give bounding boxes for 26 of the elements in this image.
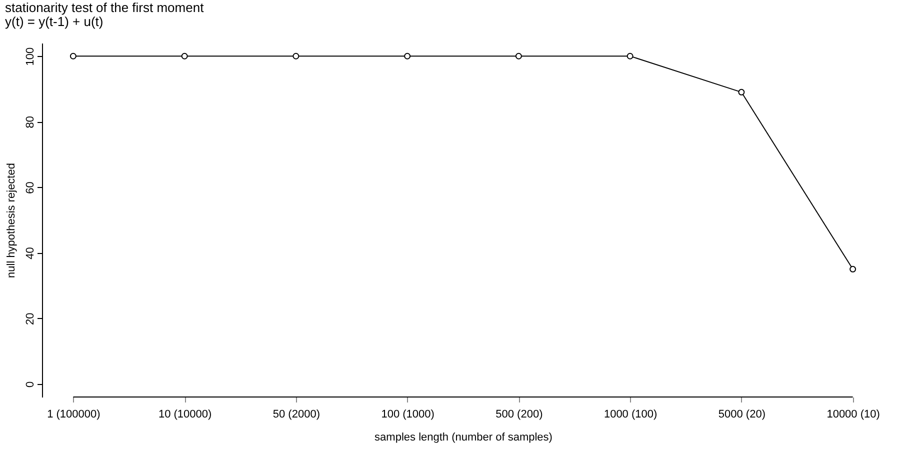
point: [70, 52, 76, 60]
x-tick-label: 10000 (10): [826, 408, 880, 420]
point: [626, 52, 634, 60]
x-tick-label: 1000 (100): [604, 408, 658, 420]
y-tick-label: 40: [24, 247, 36, 260]
chart-subtitle: y(t) = y(t-1) + u(t): [5, 14, 104, 29]
point: [515, 52, 522, 60]
point: [738, 88, 745, 96]
point: [292, 52, 300, 60]
point: [404, 52, 411, 60]
x-tick-label: 5000 (20): [718, 408, 766, 420]
chart-title: stationarity test of the first moment: [5, 0, 204, 15]
y-tick-label: 0: [24, 381, 36, 388]
y-axis-title: null hypothesis rejected: [6, 163, 18, 278]
point: [850, 266, 856, 272]
y-tick-label: 80: [24, 116, 36, 128]
x-tick-label: 1 (100000): [47, 408, 100, 420]
y-tick-label: 60: [24, 182, 36, 194]
point: [181, 52, 188, 60]
y-tick-label: 100: [24, 47, 36, 66]
x-tick-label: 100 (1000): [381, 408, 434, 420]
x-tick-label: 10 (10000): [158, 408, 212, 420]
y-tick-label: 20: [24, 312, 36, 325]
x-axis-title: samples length (number of samples): [374, 432, 552, 444]
x-tick-label: 500 (200): [496, 408, 543, 420]
x-tick-label: 50 (2000): [272, 408, 320, 420]
